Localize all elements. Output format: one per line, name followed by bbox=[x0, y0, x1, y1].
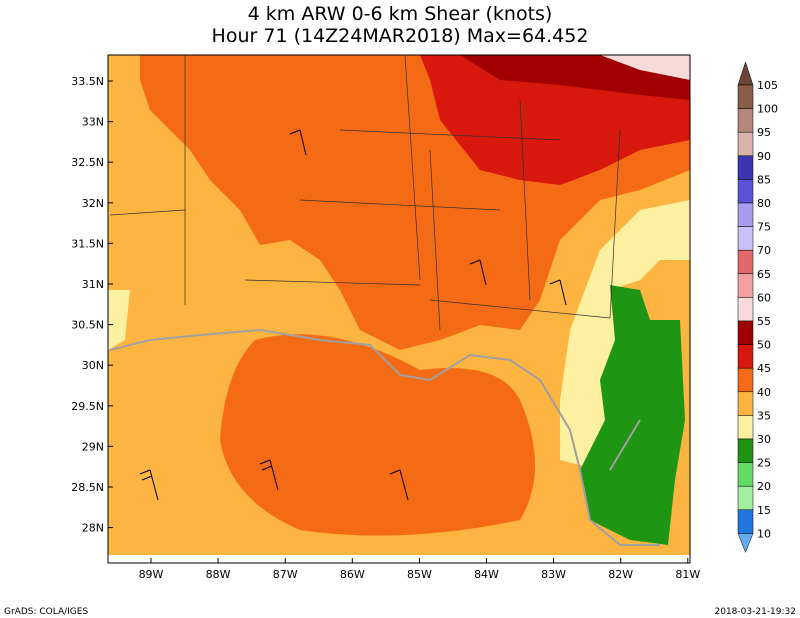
colorbar-label: 45 bbox=[757, 362, 771, 375]
colorbar-box bbox=[737, 179, 754, 204]
footer-left: GrADS: COLA/IGES bbox=[4, 607, 88, 617]
colorbar-box bbox=[737, 367, 754, 393]
map-bottom-gap bbox=[108, 555, 690, 563]
colorbar-box bbox=[737, 344, 754, 369]
colorbar-label: 55 bbox=[757, 315, 771, 328]
lon-label: 83W bbox=[541, 568, 566, 581]
map-border bbox=[107, 54, 691, 564]
colorbar-box bbox=[737, 273, 754, 298]
lat-label: 29N bbox=[82, 440, 104, 453]
lat-label: 28.5N bbox=[71, 481, 104, 494]
colorbar-label: 60 bbox=[757, 291, 771, 304]
colorbar-label: 80 bbox=[757, 197, 771, 210]
lon-label: 87W bbox=[273, 568, 298, 581]
colorbar-label: 40 bbox=[757, 386, 771, 399]
lat-label: 30N bbox=[82, 359, 104, 372]
colorbar-box bbox=[737, 155, 754, 180]
colorbar-label: 85 bbox=[757, 173, 771, 186]
colorbar: 105 100 95 90 85 80 75 70 65 60 55 50 45 40 35 30 25 20 15… bbox=[737, 61, 778, 554]
lat-label: 31N bbox=[82, 278, 104, 291]
lat-label: 31.5N bbox=[71, 237, 104, 250]
lat-label: 29.5N bbox=[71, 400, 104, 413]
colorbar-box bbox=[737, 391, 754, 416]
lon-label: 85W bbox=[407, 568, 432, 581]
colorbar-box bbox=[737, 226, 754, 251]
colorbar-box bbox=[737, 415, 754, 440]
colorbar-box bbox=[737, 485, 754, 511]
colorbar-label: 10 bbox=[757, 527, 771, 540]
colorbar-box bbox=[737, 84, 754, 109]
colorbar-label: 20 bbox=[757, 480, 771, 493]
lon-label: 82W bbox=[608, 568, 633, 581]
lon-label: 81W bbox=[675, 568, 700, 581]
colorbar-box bbox=[737, 202, 754, 227]
lat-label: 28N bbox=[82, 522, 104, 535]
lon-label: 88W bbox=[206, 568, 231, 581]
colorbar-label: 35 bbox=[757, 409, 771, 422]
colorbar-label: 105 bbox=[757, 79, 778, 92]
colorbar-label: 65 bbox=[757, 268, 771, 281]
colorbar-label: 15 bbox=[757, 504, 771, 517]
coastline bbox=[109, 328, 660, 546]
title-line: Hour 71 (14Z24MAR2018) Max=64.452 bbox=[212, 25, 589, 47]
colorbar-label: 25 bbox=[757, 457, 771, 470]
lat-label: 32.5N bbox=[71, 156, 104, 169]
lat-label: 33N bbox=[82, 116, 104, 129]
lat-label: 30.5N bbox=[71, 319, 104, 332]
colorbar-label: 75 bbox=[757, 221, 771, 234]
colorbar-box bbox=[737, 462, 754, 487]
colorbar-triangle bbox=[737, 61, 754, 86]
lat-label: 33.5N bbox=[71, 75, 104, 88]
wind-barbs bbox=[139, 129, 567, 501]
colorbar-label: 90 bbox=[757, 150, 771, 163]
colorbar-label: 30 bbox=[757, 433, 771, 446]
lon-label: 84W bbox=[474, 568, 499, 581]
lat-label: 32N bbox=[82, 197, 104, 210]
colorbar-label: 95 bbox=[757, 126, 771, 139]
lon-label: 86W bbox=[340, 568, 365, 581]
colorbar-label: 70 bbox=[757, 244, 771, 257]
colorbar-box bbox=[737, 297, 754, 322]
green-region bbox=[580, 285, 685, 545]
colorbar-label: 100 bbox=[757, 103, 778, 116]
title-line: 4 km ARW 0-6 km Shear (knots) bbox=[248, 3, 553, 25]
colorbar-label: 50 bbox=[757, 339, 771, 352]
axis-labels: 33.5N 33N 32.5N 32N 31.5N 31N 30.5N 30N 29.5N 29N… bbox=[71, 75, 700, 581]
colorbar-box bbox=[737, 108, 754, 133]
gulf-orange bbox=[220, 334, 535, 536]
yellow-region bbox=[560, 200, 690, 470]
colorbar-box bbox=[737, 131, 754, 157]
footer-right: 2018-03-21-19:32 bbox=[715, 607, 797, 617]
boundaries bbox=[109, 54, 621, 331]
colorbar-box bbox=[737, 509, 754, 534]
pink-region bbox=[600, 55, 690, 80]
colorbar-triangle bbox=[737, 533, 754, 554]
map bbox=[107, 54, 691, 564]
yellow-west bbox=[108, 290, 130, 350]
lon-label: 89W bbox=[139, 568, 164, 581]
colorbar-box bbox=[737, 438, 754, 463]
colorbar-box bbox=[737, 320, 754, 345]
colorbar-box bbox=[737, 249, 754, 275]
